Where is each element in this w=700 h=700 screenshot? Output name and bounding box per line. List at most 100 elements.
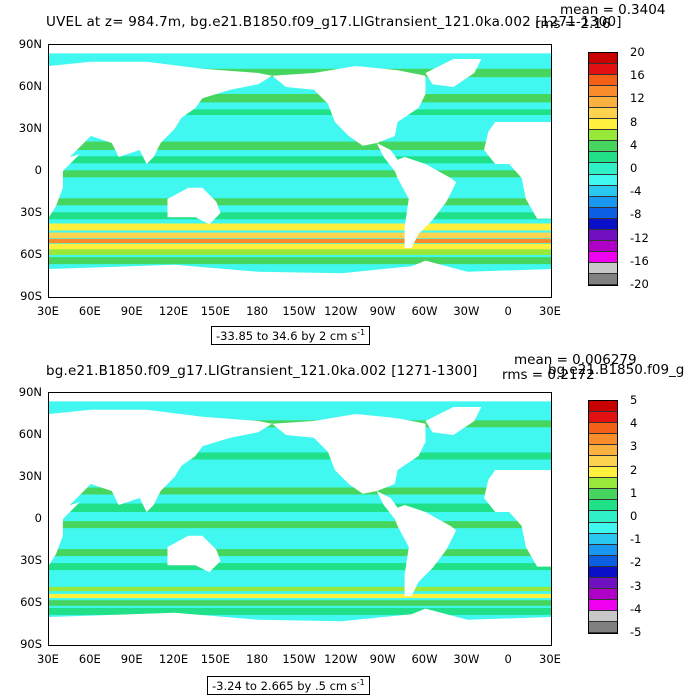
- lon-tick-label: 180: [246, 304, 269, 318]
- colorbar-tick-label: 16: [630, 68, 645, 83]
- colorbar-swatch: [589, 412, 617, 424]
- lon-tick-label: 150W: [282, 304, 316, 318]
- colorbar-tick-label: 2: [630, 462, 638, 477]
- map-svg: [49, 393, 551, 645]
- land-mask: [49, 45, 551, 54]
- colorbar-swatch: [589, 119, 617, 131]
- map-svg: [49, 45, 551, 297]
- lon-tick-label: 150E: [200, 304, 230, 318]
- land-mask: [49, 61, 273, 218]
- lon-tick-label: 30E: [539, 304, 561, 318]
- colorbar-swatch: [589, 64, 617, 76]
- colorbar-swatch: [589, 467, 617, 479]
- lon-tick-label: 120W: [324, 304, 358, 318]
- lat-tick-label: 60N: [18, 427, 42, 441]
- velocity-band: [49, 593, 551, 599]
- velocity-band: [49, 521, 551, 529]
- velocity-band: [49, 600, 551, 606]
- colorbar: [588, 400, 618, 634]
- colorbar-swatch: [589, 218, 617, 230]
- velocity-band: [49, 257, 551, 265]
- contour-range-box: -3.24 to 2.665 by .5 cm s-1: [207, 676, 370, 695]
- colorbar-swatch: [589, 152, 617, 164]
- lon-tick-label: 90E: [120, 652, 143, 666]
- land-mask: [484, 470, 551, 567]
- lon-tick-label: 30E: [539, 652, 561, 666]
- velocity-band: [49, 405, 551, 414]
- lat-tick-label: 90N: [18, 385, 42, 399]
- lon-tick-label: 90E: [120, 304, 143, 318]
- colorbar-swatch: [589, 262, 617, 274]
- colorbar-swatch: [589, 599, 617, 611]
- colorbar-swatch: [589, 163, 617, 175]
- velocity-band: [49, 109, 551, 115]
- colorbar-tick-label: -16: [630, 253, 649, 268]
- lat-tick-label: 90N: [18, 37, 42, 51]
- colorbar-swatch: [589, 533, 617, 545]
- contour-range-text: -3.24 to 2.665 by .5 cm s: [212, 678, 357, 693]
- colorbar-tick-label: -12: [630, 230, 649, 245]
- colorbar-swatch: [589, 522, 617, 534]
- colorbar-tick-label: -4: [630, 601, 642, 616]
- map-plot: [48, 44, 552, 298]
- colorbar-tick-label: 0: [630, 161, 638, 175]
- velocity-band: [49, 68, 551, 78]
- colorbar-swatch: [589, 185, 617, 197]
- lat-tick-label: 60S: [20, 595, 42, 609]
- colorbar-swatch: [589, 207, 617, 219]
- velocity-band: [49, 238, 551, 244]
- lon-tick-label: 60W: [411, 304, 438, 318]
- colorbar-tick-label: -20: [630, 277, 649, 291]
- mean-label: mean = 0.006279: [514, 352, 637, 368]
- lon-tick-label: 30W: [453, 652, 480, 666]
- colorbar-tick-label: 1: [630, 485, 638, 500]
- colorbar-tick-label: -3: [630, 578, 642, 593]
- unit-exponent: -1: [357, 328, 366, 337]
- lat-tick-label: 0: [34, 163, 42, 177]
- colorbar-swatch: [589, 240, 617, 252]
- panel-bottom: bg.e21.B1850.f09_g17.LIGtransient_121.0k…: [0, 350, 700, 700]
- land-mask: [425, 407, 482, 435]
- colorbar-swatch: [589, 500, 617, 512]
- velocity-band: [49, 212, 551, 220]
- lat-tick-label: 30S: [20, 205, 42, 219]
- colorbar-swatch: [589, 544, 617, 556]
- colorbar-tick-label: 4: [630, 416, 638, 431]
- colorbar-tick-label: 20: [630, 45, 645, 59]
- velocity-band: [49, 586, 551, 592]
- velocity-band: [49, 184, 551, 192]
- land-mask: [49, 409, 273, 566]
- lon-tick-label: 60E: [78, 652, 101, 666]
- velocity-band: [49, 249, 551, 255]
- lat-tick-label: 0: [34, 511, 42, 525]
- colorbar-swatch: [589, 108, 617, 120]
- colorbar: [588, 52, 618, 286]
- land-mask: [49, 260, 551, 297]
- velocity-band: [49, 156, 551, 164]
- velocity-band: [49, 470, 551, 479]
- lon-tick-label: 150W: [282, 652, 316, 666]
- velocity-band: [49, 124, 551, 134]
- colorbar-swatch: [589, 75, 617, 87]
- colorbar-swatch: [589, 229, 617, 241]
- colorbar-tick-label: 4: [630, 137, 638, 152]
- velocity-band: [49, 549, 551, 557]
- velocity-band: [49, 243, 551, 250]
- colorbar-tick-label: -2: [630, 555, 642, 570]
- colorbar-swatch: [589, 251, 617, 263]
- lon-tick-label: 120W: [324, 652, 358, 666]
- colorbar-swatch: [589, 401, 617, 413]
- velocity-band: [49, 232, 551, 239]
- colorbar-swatch: [589, 478, 617, 490]
- velocity-band: [49, 170, 551, 178]
- velocity-band: [49, 452, 551, 460]
- colorbar-swatch: [589, 555, 617, 567]
- map-title: bg.e21.B1850.f09_g17.LIGtransient_121.0k…: [46, 363, 478, 379]
- velocity-band: [49, 503, 551, 512]
- lat-tick-label: 90S: [20, 289, 42, 303]
- velocity-band: [49, 577, 551, 585]
- contour-range-text: -33.85 to 34.6 by 2 cm s: [216, 328, 358, 343]
- colorbar-swatch: [589, 174, 617, 186]
- land-mask: [167, 535, 221, 573]
- lat-tick-label: 60N: [18, 79, 42, 93]
